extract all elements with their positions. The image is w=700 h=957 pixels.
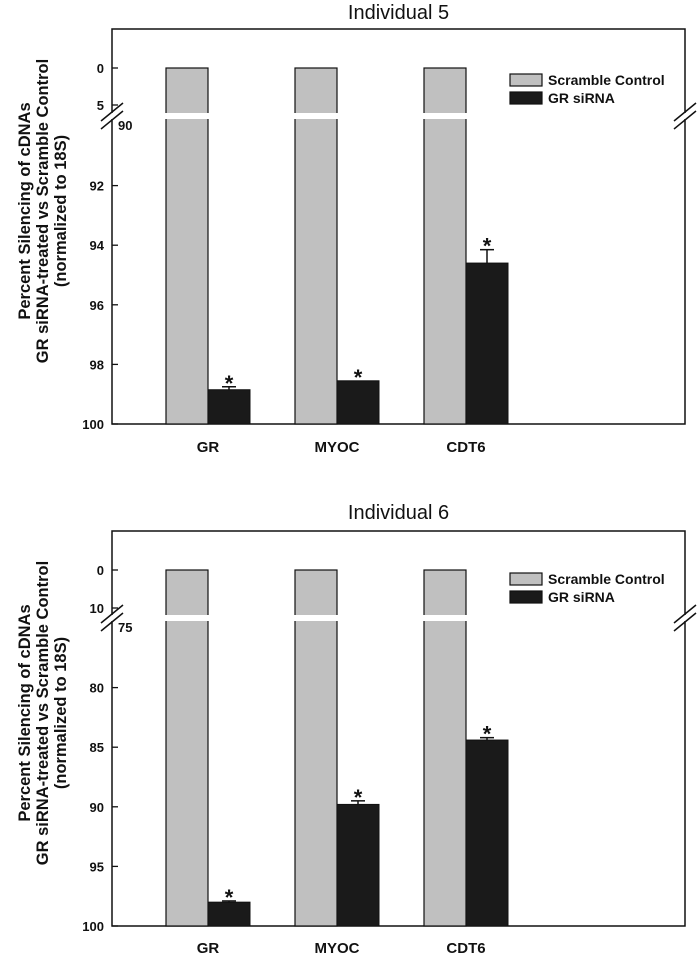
axis-break-slash-right (673, 102, 697, 122)
y-tick-label: 85 (90, 740, 104, 755)
significance-marker: * (354, 785, 363, 810)
plot-frame (111, 530, 686, 927)
y-tick-label: 75 (118, 620, 132, 635)
axis-break-slash-right (673, 604, 697, 624)
legend-label: GR siRNA (548, 589, 615, 605)
y-tick-label: 100 (82, 919, 104, 934)
axis-break-gap-right (683, 615, 687, 621)
y-tick-label: 90 (118, 118, 132, 133)
axis-break-slash-left (100, 110, 124, 130)
bar-scramble-control (165, 67, 209, 425)
y-tick-label: 94 (90, 238, 105, 253)
y-tick-label: 100 (82, 417, 104, 432)
bar-gr-sirna (336, 803, 380, 927)
y-tick-label: 80 (90, 681, 104, 696)
x-category-label: MYOC (315, 940, 360, 957)
significance-marker: * (354, 365, 363, 390)
y-axis-label: Percent Silencing of cDNAs (16, 102, 34, 319)
y-axis-label: GR siRNA-treated vs Scramble Control (34, 561, 52, 865)
y-axis-label: GR siRNA-treated vs Scramble Control (34, 59, 52, 363)
chart-title: Individual 6 (348, 502, 449, 524)
legend-swatch (509, 590, 543, 604)
bar-scramble-control (423, 67, 467, 425)
bar-scramble-control (294, 67, 338, 425)
x-category-label: GR (197, 940, 220, 957)
axis-break-slash-left (100, 102, 124, 122)
axis-break-slash-left (100, 604, 124, 624)
legend-label: GR siRNA (548, 90, 615, 106)
chart-panel-individual-5: Individual 5 Percent Silencing of cDNAs GR… (0, 0, 700, 478)
y-tick-label: 96 (90, 298, 104, 313)
significance-marker: * (483, 234, 492, 259)
y-tick-label: 90 (90, 800, 104, 815)
axis-break-gap-right (683, 113, 687, 119)
x-category-label: GR (197, 439, 220, 456)
bar-gr-sirna (207, 389, 251, 425)
legend-swatch (509, 572, 543, 586)
bar-scramble-control (423, 569, 467, 927)
chart-title: Individual 5 (348, 2, 449, 24)
x-category-label: CDT6 (446, 439, 485, 456)
y-tick-label: 98 (90, 357, 104, 372)
y-axis-label: (normalized to 18S) (52, 135, 70, 287)
bar-scramble-control (294, 569, 338, 927)
chart-panel-individual-6: Individual 6 Percent Silencing of cDNAs GR… (0, 478, 700, 957)
significance-marker: * (483, 722, 492, 747)
bar-gr-sirna (336, 380, 380, 425)
axis-break-slash-left (100, 612, 124, 632)
x-category-label: CDT6 (446, 940, 485, 957)
significance-marker: * (225, 371, 234, 396)
y-tick-label: 0 (97, 61, 104, 76)
legend-swatch (509, 73, 543, 87)
bar-gr-sirna (465, 262, 509, 425)
legend-label: Scramble Control (548, 72, 665, 88)
plot-frame (111, 28, 686, 425)
y-tick-label: 92 (90, 179, 104, 194)
y-tick-label: 5 (97, 98, 104, 113)
legend-label: Scramble Control (548, 571, 665, 587)
significance-marker: * (225, 885, 234, 910)
bar-gr-sirna (465, 739, 509, 927)
axis-break-band (122, 113, 675, 119)
axis-break-gap-left (110, 615, 114, 621)
y-tick-label: 95 (90, 859, 104, 874)
y-tick-label: 0 (97, 563, 104, 578)
y-axis-label: (normalized to 18S) (52, 637, 70, 789)
axis-break-slash-right (673, 110, 697, 130)
legend-swatch (509, 91, 543, 105)
y-tick-label: 10 (90, 601, 104, 616)
bar-scramble-control (165, 569, 209, 927)
axis-break-band (122, 615, 675, 621)
axis-break-gap-left (110, 113, 114, 119)
x-category-label: MYOC (315, 439, 360, 456)
y-axis-label: Percent Silencing of cDNAs (16, 604, 34, 821)
axis-break-slash-right (673, 612, 697, 632)
bar-gr-sirna (207, 901, 251, 927)
